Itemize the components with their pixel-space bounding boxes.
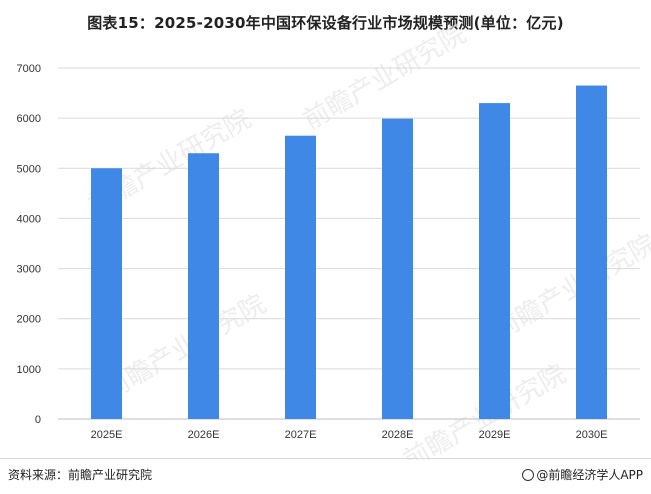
y-tick-label: 2000	[17, 314, 41, 326]
y-axis-ticks: 0 1000 2000 3000 4000 5000 6000 7000	[17, 63, 41, 426]
watermark-text: 前瞻产业研究院	[99, 289, 272, 406]
x-tick-label: 2026E	[188, 429, 220, 441]
x-tick-label: 2029E	[479, 429, 511, 441]
source-note: 资料来源：前瞻产业研究院	[8, 468, 153, 482]
y-tick-label: 5000	[17, 163, 41, 175]
y-tick-label: 3000	[17, 264, 41, 276]
brand-text: @前瞻经济学人APP	[536, 468, 643, 482]
y-tick-label: 1000	[17, 364, 41, 376]
bar-2029E	[479, 103, 510, 419]
brand-logo-icon	[522, 469, 535, 481]
gridlines	[58, 67, 640, 420]
bar-2026E	[188, 153, 219, 419]
x-tick-label: 2027E	[285, 429, 317, 441]
bar-2025E	[91, 168, 122, 419]
watermark-text: 前瞻产业研究院	[489, 229, 651, 346]
x-tick-label: 2030E	[576, 429, 608, 441]
footer-divider	[0, 458, 651, 459]
bar-2028E	[382, 118, 413, 419]
y-tick-label: 6000	[17, 113, 41, 125]
x-tick-label: 2028E	[382, 429, 414, 441]
bar-chart: 前瞻产业研究院前瞻产业研究院前瞻产业研究院前瞻产业研究院前瞻产业研究院 0100…	[17, 19, 651, 460]
y-tick-label: 0	[35, 414, 41, 426]
bar-2027E	[285, 135, 316, 419]
y-tick-label: 4000	[17, 213, 41, 225]
chart-title: 图表15：2025-2030年中国环保设备行业市场规模预测(单位：亿元)	[87, 14, 564, 32]
x-axis-ticks: 2025E 2026E 2027E 2028E 2029E 2030E	[91, 429, 608, 441]
bars	[91, 85, 607, 420]
y-tick-label: 7000	[17, 63, 41, 75]
brand-credit: @前瞻经济学人APP	[522, 466, 643, 483]
watermarks: 前瞻产业研究院前瞻产业研究院前瞻产业研究院前瞻产业研究院前瞻产业研究院	[84, 19, 651, 460]
bar-2030E	[576, 85, 607, 420]
x-tick-label: 2025E	[91, 429, 123, 441]
